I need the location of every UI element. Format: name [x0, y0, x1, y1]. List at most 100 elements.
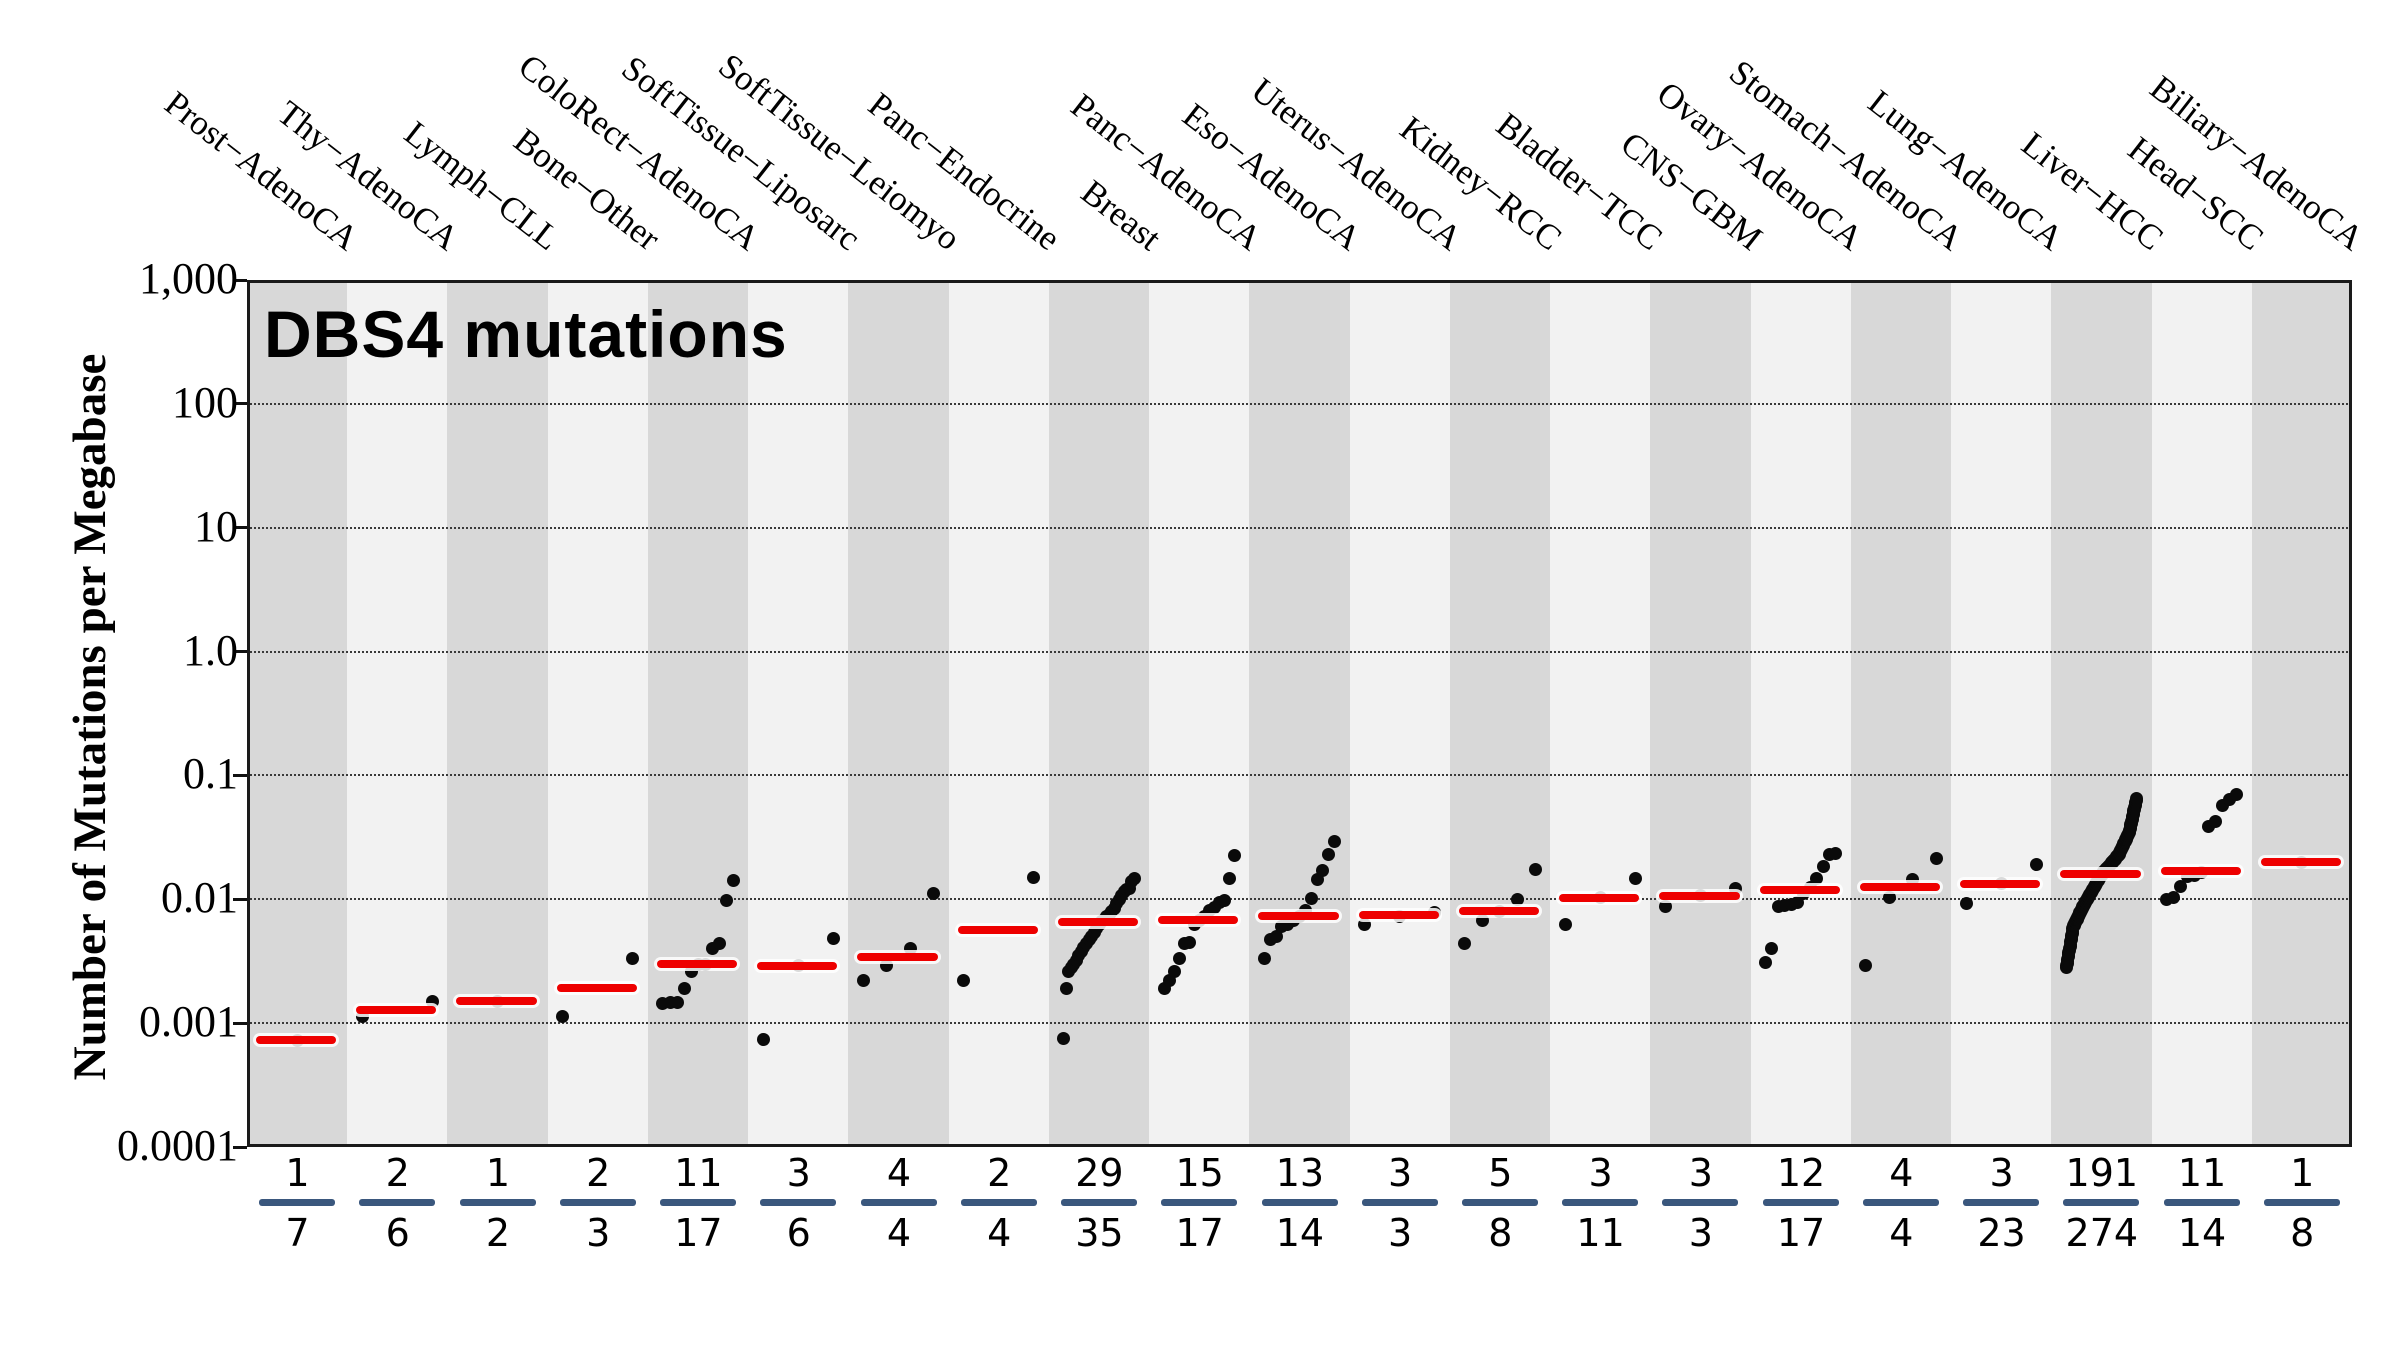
- fraction-bar: [1562, 1199, 1639, 1206]
- y-tick-label: 0.01: [161, 873, 238, 923]
- sample-dot: [1304, 892, 1318, 906]
- fraction-denominator: 6: [786, 1211, 811, 1255]
- column-band: [1650, 280, 1751, 1147]
- fraction-denominator: 23: [1977, 1211, 2026, 1255]
- sample-dot: [756, 1032, 770, 1046]
- y-tick-mark: [233, 650, 247, 654]
- y-tick-label: 1.0: [183, 625, 238, 675]
- sample-dot: [1816, 860, 1830, 874]
- median-line: [1258, 912, 1339, 921]
- fraction-bar: [660, 1199, 737, 1206]
- median-line: [1559, 893, 1640, 902]
- fraction-numerator: 15: [1175, 1151, 1224, 1195]
- fraction-bar: [1361, 1199, 1438, 1206]
- fraction-denominator: 17: [1175, 1211, 1224, 1255]
- fraction-numerator: 13: [1275, 1151, 1325, 1195]
- median-line: [356, 1005, 437, 1014]
- y-tick-mark: [233, 1145, 247, 1149]
- fraction-bar: [1762, 1199, 1839, 1206]
- sample-dot: [1458, 936, 1472, 950]
- fraction-numerator: 5: [1488, 1151, 1513, 1195]
- fraction-numerator: 4: [886, 1151, 912, 1195]
- sample-dot: [903, 942, 917, 956]
- median-line: [556, 984, 637, 993]
- y-gridline: [247, 650, 2352, 653]
- fraction-denominator: 8: [1488, 1211, 1513, 1255]
- sample-dot: [1906, 873, 1920, 887]
- column-band: [447, 280, 548, 1147]
- sample-dot: [826, 932, 840, 946]
- sample-dot: [1172, 952, 1186, 966]
- fraction-numerator: 3: [1388, 1151, 1413, 1195]
- y-tick-label: 1,000: [139, 254, 238, 303]
- sample-dot: [1658, 900, 1672, 914]
- median-line: [1960, 879, 2041, 888]
- sample-dot: [726, 873, 740, 887]
- column-band: [1550, 280, 1651, 1147]
- y-gridline: [247, 526, 2352, 529]
- fraction-numerator: 2: [385, 1151, 410, 1195]
- fraction-denominator: 3: [1688, 1211, 1713, 1255]
- column-band: [547, 280, 648, 1147]
- fraction-denominator: 4: [886, 1211, 912, 1255]
- sample-dot: [1829, 846, 1843, 860]
- median-line: [1859, 883, 1941, 892]
- median-line: [456, 997, 537, 1006]
- sample-dot: [880, 959, 894, 973]
- median-line: [857, 953, 938, 962]
- fraction-bar: [359, 1199, 436, 1206]
- median-line: [1458, 907, 1540, 916]
- median-line: [2160, 867, 2241, 876]
- fraction-numerator: 2: [987, 1151, 1012, 1195]
- sample-dot: [425, 994, 439, 1008]
- fraction-bar: [459, 1199, 536, 1206]
- sample-dot: [1322, 848, 1336, 862]
- median-line: [2060, 870, 2141, 878]
- sample-dot: [1027, 871, 1041, 885]
- fraction-bar: [1261, 1199, 1338, 1206]
- column-band: [1951, 280, 2052, 1147]
- sample-dot: [927, 886, 941, 900]
- sample-dot: [1528, 862, 1542, 876]
- sample-dot: [626, 952, 640, 966]
- sample-dot: [1127, 872, 1141, 886]
- fraction-numerator: 3: [1588, 1151, 1613, 1195]
- median-line: [1057, 917, 1139, 926]
- sample-dot: [1628, 872, 1642, 886]
- fraction-numerator: 3: [1989, 1151, 2014, 1195]
- median-line: [1358, 911, 1439, 920]
- column-band: [2151, 280, 2252, 1147]
- column-band: [848, 280, 949, 1147]
- sample-dot: [670, 995, 684, 1009]
- sample-dot: [856, 974, 870, 988]
- sample-dot: [1810, 872, 1824, 886]
- sample-dot: [1759, 955, 1773, 969]
- fraction-bar: [1161, 1199, 1238, 1206]
- fraction-bar: [1862, 1199, 1939, 1206]
- sample-dot: [1511, 892, 1525, 906]
- fraction-denominator: 3: [586, 1211, 611, 1255]
- column-band: [1149, 280, 1250, 1147]
- fraction-numerator: 4: [1889, 1151, 1914, 1195]
- fraction-bar: [860, 1199, 937, 1206]
- fraction-numerator: 2: [586, 1151, 611, 1195]
- fraction-bar: [559, 1199, 636, 1206]
- fraction-numerator: 1: [485, 1151, 511, 1195]
- sample-dot: [1859, 959, 1873, 973]
- fraction-bar: [2163, 1199, 2240, 1206]
- y-tick-label: 0.001: [139, 997, 238, 1047]
- fraction-denominator: 35: [1075, 1211, 1124, 1255]
- fraction-denominator: 4: [987, 1211, 1012, 1255]
- fraction-bar: [1662, 1199, 1739, 1206]
- sample-dot: [2167, 891, 2181, 905]
- fraction-denominator: 14: [2177, 1211, 2227, 1255]
- sample-dot: [2209, 815, 2223, 829]
- fraction-denominator: 2: [485, 1211, 511, 1255]
- median-line: [1759, 886, 1840, 895]
- sample-dot: [2129, 792, 2143, 806]
- fraction-denominator: 274: [2065, 1211, 2139, 1255]
- sample-dot: [2174, 879, 2188, 893]
- fraction-denominator: 3: [1388, 1211, 1413, 1255]
- fraction-numerator: 11: [2177, 1151, 2227, 1195]
